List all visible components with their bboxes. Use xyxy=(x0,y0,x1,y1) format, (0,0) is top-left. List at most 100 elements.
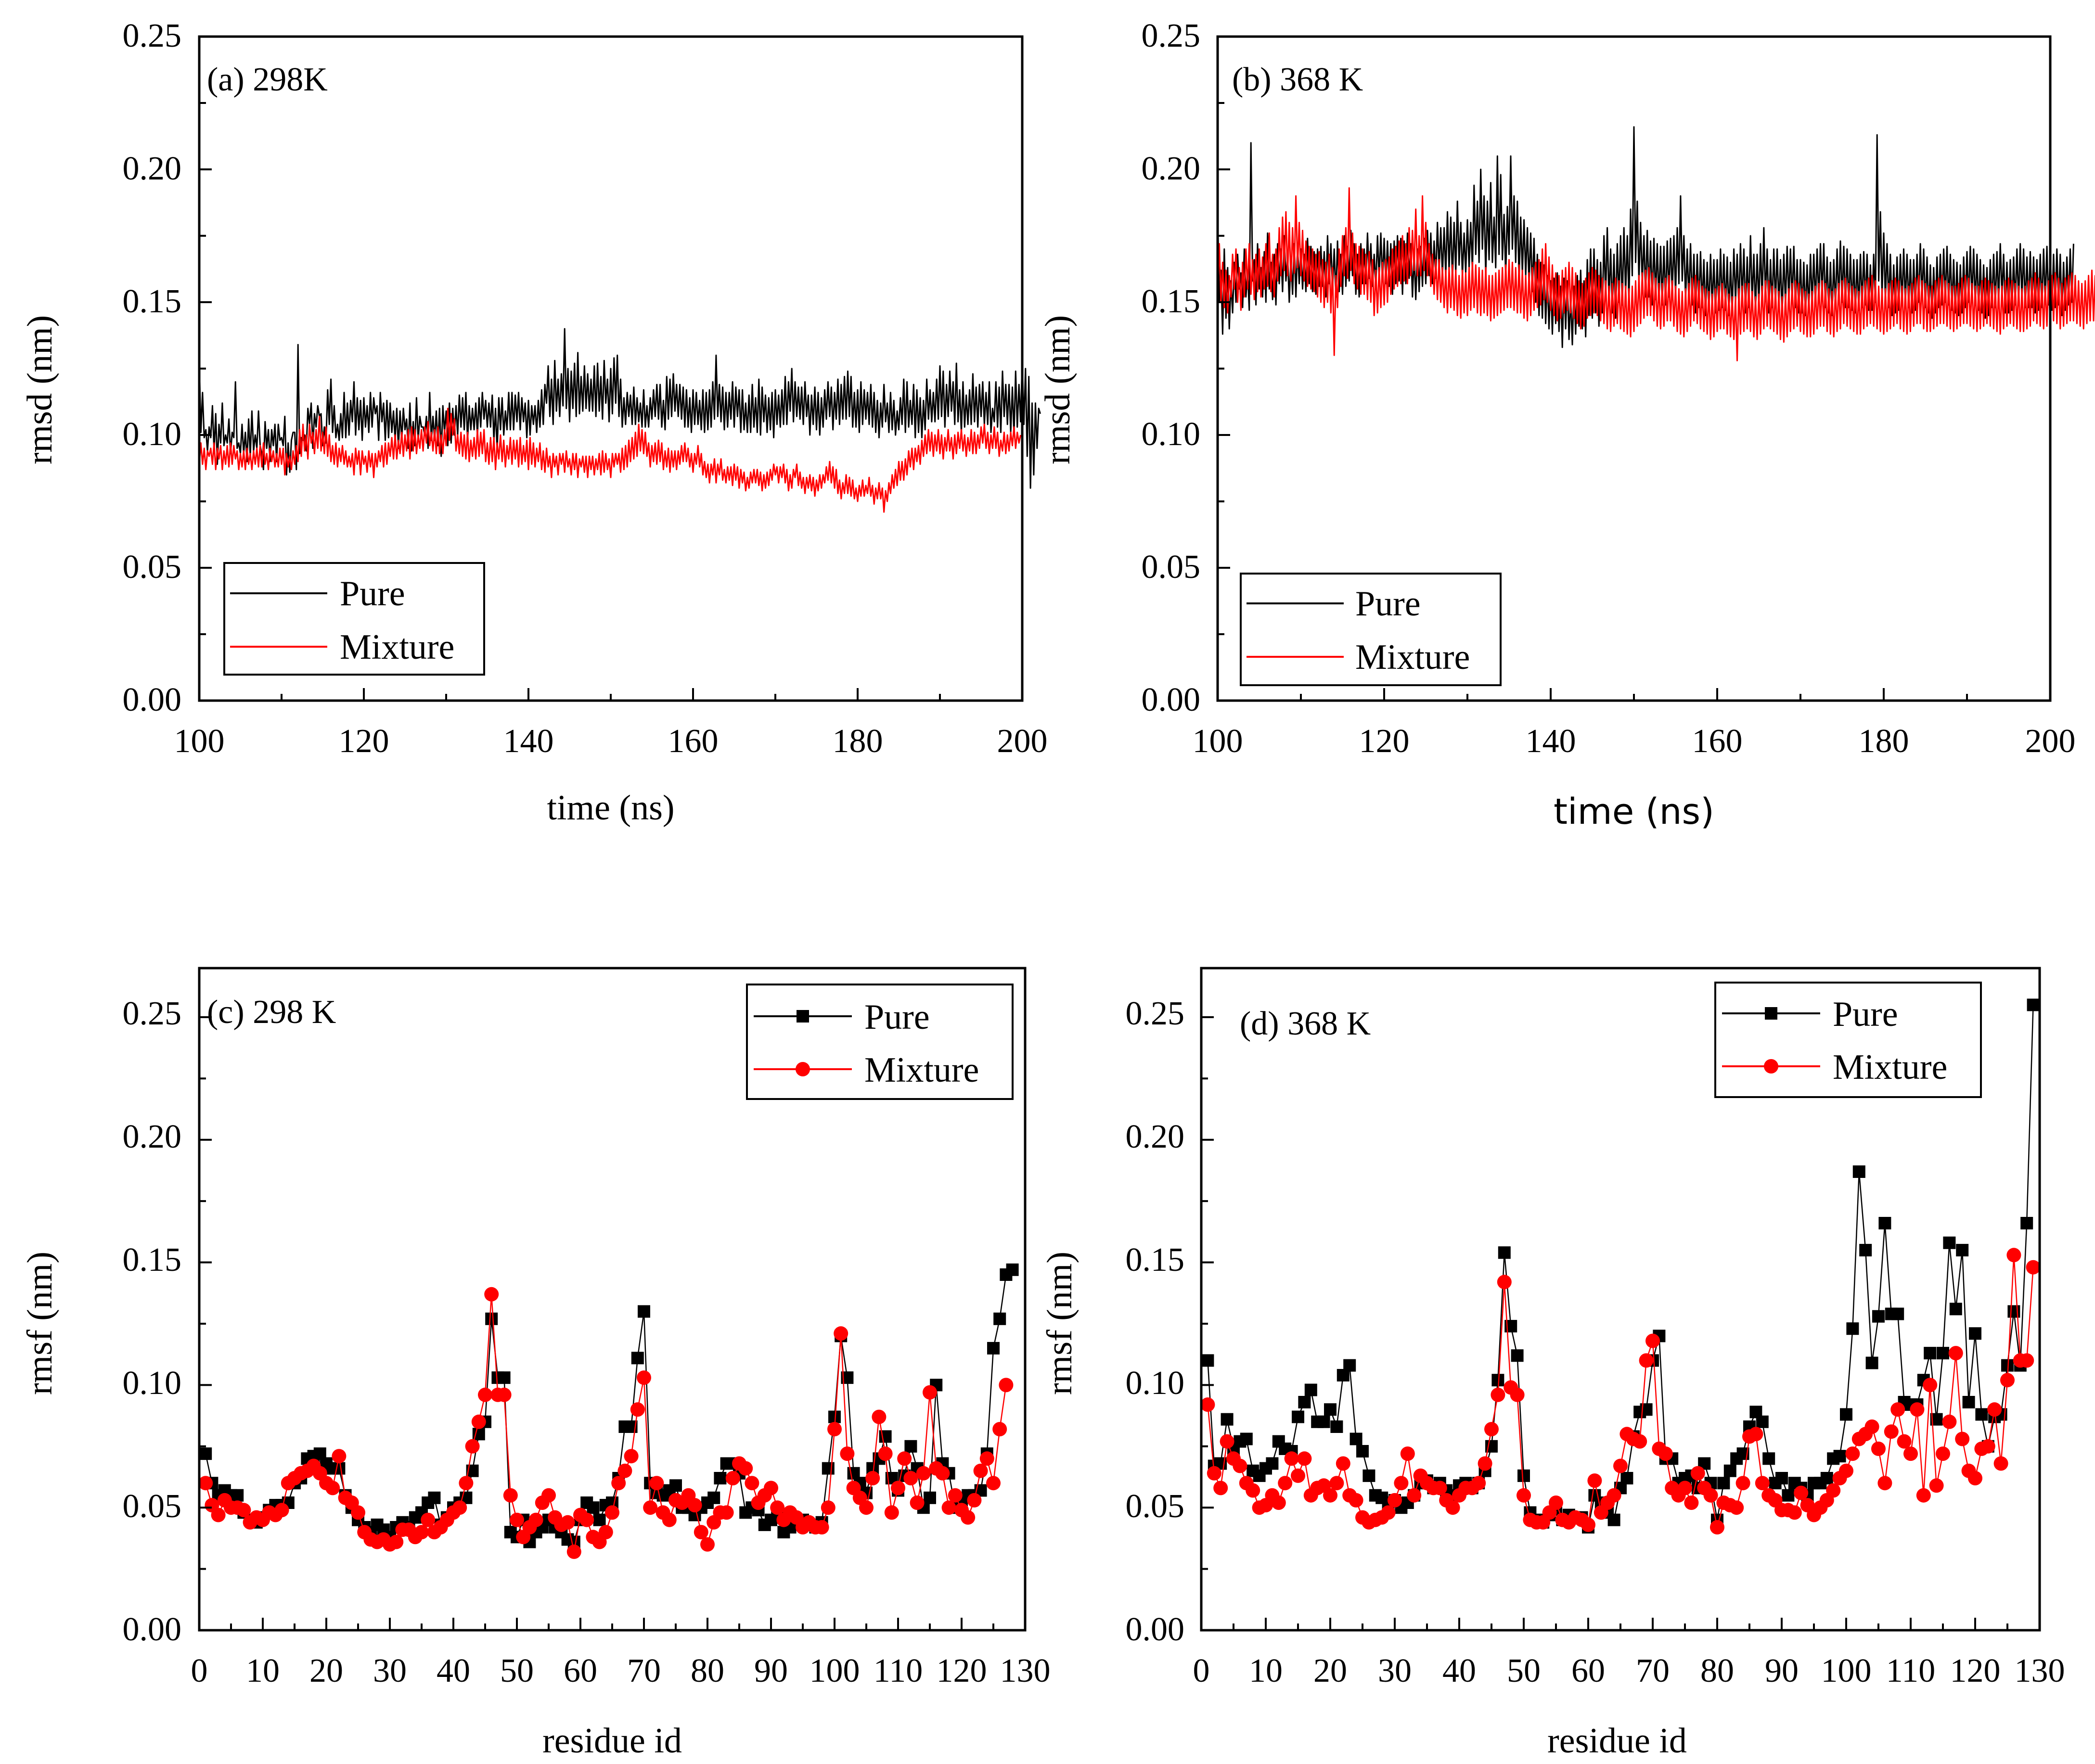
panel-d-point-mixture xyxy=(1942,1414,1957,1429)
panel-d-point-mixture xyxy=(1510,1387,1525,1402)
panel-c-xtick-label: 120 xyxy=(937,1652,987,1689)
panel-a-legend-box xyxy=(223,562,485,676)
panel-c-point-pure xyxy=(924,1491,936,1504)
panel-c-point-mixture xyxy=(528,1512,543,1527)
panel-d-point-mixture xyxy=(1755,1476,1770,1491)
panel-d-point-mixture xyxy=(1220,1434,1234,1449)
panel-c-point-pure xyxy=(498,1371,511,1384)
panel-c-y-ticks: 0.00 0.05 0.10 0.15 0.20 0.25 xyxy=(123,995,182,1648)
panel-d-point-mixture xyxy=(1645,1333,1660,1348)
panel-d-point-mixture xyxy=(1271,1496,1286,1510)
panel-d-point-mixture xyxy=(2019,1353,2034,1368)
panel-c-point-mixture xyxy=(884,1505,899,1520)
panel-d-point-mixture xyxy=(1658,1446,1673,1461)
panel-a-ytick-label: 0.05 xyxy=(123,549,182,586)
panel-d-point-pure xyxy=(1266,1457,1279,1470)
panel-c-xtick-label: 110 xyxy=(874,1652,923,1689)
panel-c-xtick-label: 50 xyxy=(500,1652,534,1689)
panel-b-title: (b) 368 K xyxy=(1232,61,1363,98)
panel-c-point-mixture xyxy=(834,1326,848,1341)
panel-c-point-mixture xyxy=(916,1466,931,1481)
panel-c-xtick-label: 20 xyxy=(309,1652,343,1689)
panel-b-y-ticks: 0.00 0.05 0.10 0.15 0.20 0.25 xyxy=(1142,17,1201,718)
panel-a-ytick-label: 0.15 xyxy=(123,283,182,320)
panel-c-point-mixture xyxy=(694,1525,708,1540)
panel-d-point-pure xyxy=(1330,1420,1343,1433)
panel-d-point-mixture xyxy=(1735,1476,1750,1491)
panel-c-axes xyxy=(198,967,1027,1632)
panel-d-point-pure xyxy=(1852,1165,1865,1178)
panel-c-point-mixture xyxy=(503,1488,518,1503)
panel-d-point-pure xyxy=(1240,1432,1253,1445)
panel-c-point-mixture xyxy=(897,1451,912,1466)
panel-d-point-mixture xyxy=(1845,1446,1860,1461)
panel-c-rmsf-298k: 0 10 20 30 40 50 60 70 80 90 100 110 120… xyxy=(20,967,1051,1761)
panel-d-legend-label-pure: Pure xyxy=(1833,995,1898,1034)
panel-b-xtick-label: 100 xyxy=(1193,723,1243,760)
panel-d-point-mixture xyxy=(1839,1463,1853,1478)
panel-c-point-pure xyxy=(987,1342,1000,1355)
panel-b-plot-area xyxy=(1217,126,2095,361)
panel-b-ytick-label: 0.10 xyxy=(1142,416,1201,453)
panel-d-point-mixture xyxy=(1632,1434,1647,1449)
panel-d-xtick-label: 70 xyxy=(1636,1652,1670,1689)
panel-c-point-mixture xyxy=(560,1515,575,1530)
panel-d-point-mixture xyxy=(1794,1485,1809,1500)
panel-c-ytick-label: 0.05 xyxy=(123,1488,182,1525)
panel-b-xtick-label: 180 xyxy=(1859,723,1909,760)
panel-c-point-mixture xyxy=(725,1471,740,1485)
panel-d-point-mixture xyxy=(1394,1476,1409,1491)
panel-c-point-pure xyxy=(231,1489,244,1502)
panel-d-point-pure xyxy=(1317,1415,1330,1428)
panel-d-xtick-label: 80 xyxy=(1700,1652,1734,1689)
panel-c-point-pure xyxy=(879,1430,892,1443)
panel-c-point-pure xyxy=(593,1513,606,1526)
panel-d-point-pure xyxy=(1846,1322,1859,1335)
panel-c-point-pure xyxy=(1006,1263,1019,1276)
panel-b-ytick-label: 0.15 xyxy=(1142,283,1201,320)
panel-d-point-mixture xyxy=(1923,1378,1938,1393)
panel-d-xtick-label: 10 xyxy=(1249,1652,1283,1689)
panel-d-point-mixture xyxy=(1897,1434,1912,1449)
panel-a-series-pure-line xyxy=(198,328,1041,489)
panel-d-point-pure xyxy=(2027,998,2040,1011)
panel-c-point-pure xyxy=(638,1305,650,1318)
panel-b-legend: Pure Mixture xyxy=(1240,573,1502,686)
panel-d-point-pure xyxy=(1362,1469,1375,1482)
panel-d-point-mixture xyxy=(1703,1488,1718,1503)
panel-d-point-mixture xyxy=(1684,1496,1699,1510)
panel-c-point-mixture xyxy=(662,1512,677,1527)
panel-c-y-axis-label: rmsf (nm) xyxy=(20,1252,60,1395)
panel-c-point-mixture xyxy=(979,1451,994,1466)
panel-d-point-mixture xyxy=(1613,1458,1628,1473)
panel-d-point-mixture xyxy=(1233,1458,1247,1473)
panel-b-xtick-label: 160 xyxy=(1692,723,1743,760)
panel-c-xtick-label: 90 xyxy=(754,1652,788,1689)
panel-d-xtick-label: 20 xyxy=(1313,1652,1347,1689)
panel-d-point-mixture xyxy=(1710,1520,1724,1534)
panel-d-point-mixture xyxy=(1729,1500,1744,1515)
panel-c-point-mixture xyxy=(459,1476,474,1491)
panel-c-point-mixture xyxy=(579,1512,594,1527)
panel-d-point-pure xyxy=(1511,1349,1524,1362)
panel-d-point-mixture xyxy=(1748,1427,1763,1442)
panel-d-point-mixture xyxy=(1639,1353,1654,1368)
panel-c-xtick-label: 130 xyxy=(1000,1652,1051,1689)
panel-c-xtick-label: 40 xyxy=(437,1652,470,1689)
panel-d-legend-label-mixture: Mixture xyxy=(1833,1048,1947,1087)
panel-a-legend: Pure Mixture xyxy=(223,562,485,676)
panel-c-point-mixture xyxy=(859,1500,874,1515)
panel-a-x-axis-label: time (ns) xyxy=(547,788,674,828)
panel-d-point-mixture xyxy=(1993,1456,2008,1471)
panel-c-point-mixture xyxy=(903,1471,918,1485)
panel-d-point-pure xyxy=(1859,1244,1872,1257)
panel-c-point-mixture xyxy=(687,1498,702,1513)
panel-c-point-mixture xyxy=(611,1476,626,1491)
panel-d-point-mixture xyxy=(2000,1373,2015,1388)
panel-d-point-pure xyxy=(1221,1413,1234,1426)
panel-d-xtick-label: 30 xyxy=(1378,1652,1412,1689)
panel-c-point-pure xyxy=(904,1440,917,1453)
panel-d-point-mixture xyxy=(1864,1419,1879,1434)
panel-d-point-pure xyxy=(1717,1477,1730,1490)
